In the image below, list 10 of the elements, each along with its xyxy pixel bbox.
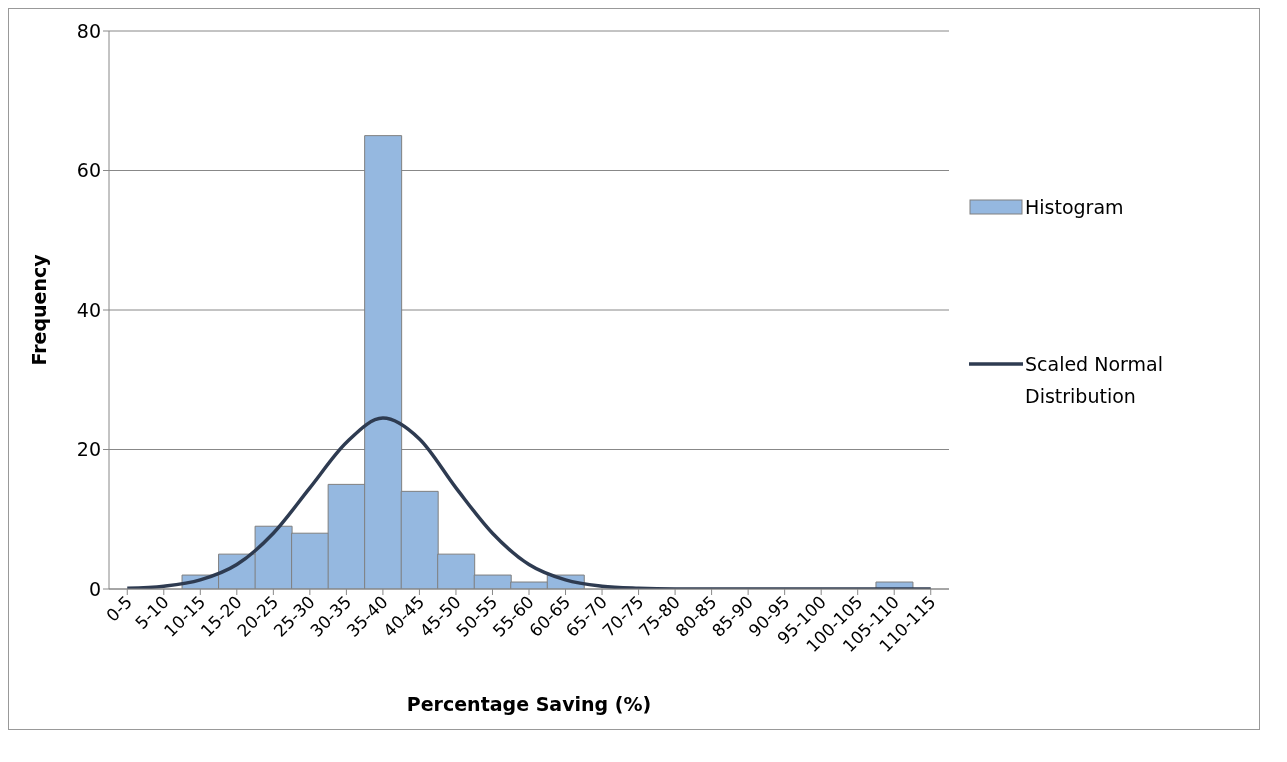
y-tick-label: 0: [88, 577, 101, 600]
y-tick-label: 40: [76, 298, 101, 321]
x-axis-title: Percentage Saving (%): [406, 693, 652, 715]
line-series: [125, 416, 933, 589]
y-tick-label: 20: [76, 438, 101, 461]
y-axis-title: Frequency: [27, 253, 50, 366]
legend-label: Histogram: [1025, 195, 1125, 220]
legend-label: Scaled Normal Distribution: [1025, 352, 1164, 409]
y-tick-label: 80: [76, 19, 101, 42]
y-tick-label: 60: [76, 159, 101, 182]
